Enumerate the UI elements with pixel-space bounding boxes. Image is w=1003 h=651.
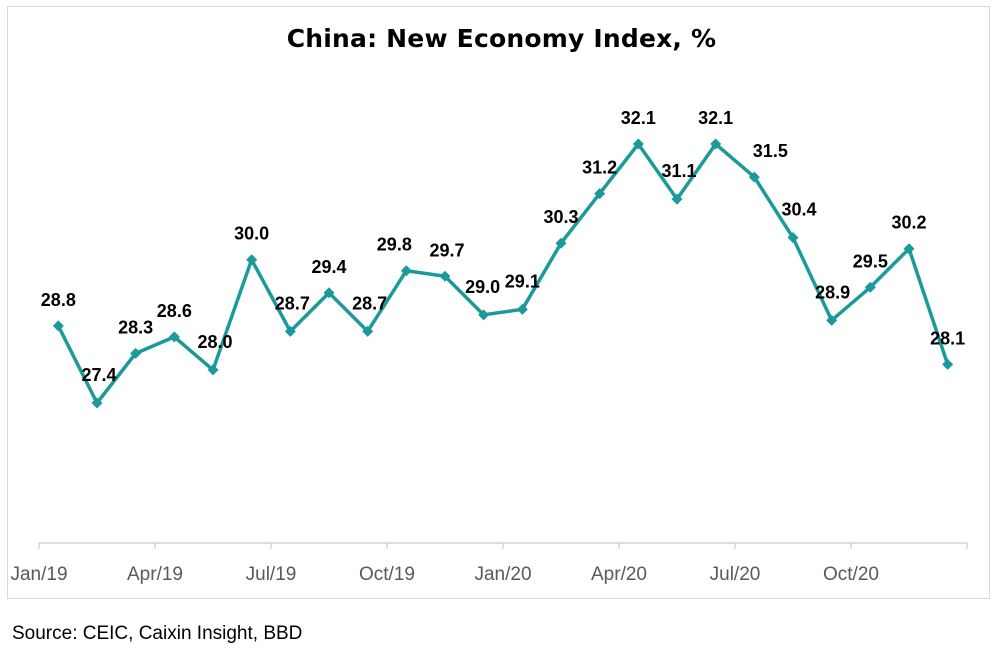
data-label: 30.2 [891,213,926,233]
data-point [91,397,103,409]
data-point [207,364,219,376]
data-point [246,254,258,266]
chart-title: China: New Economy Index, % [286,24,717,53]
data-label: 30.0 [234,224,269,244]
series-line [56,142,950,405]
data-label: 28.0 [197,332,232,352]
data-label: 32.1 [698,108,733,128]
data-point [864,281,876,293]
data-label: 31.1 [661,161,696,181]
data-label: 29.8 [377,235,412,255]
x-tick-label: Apr/19 [127,564,183,585]
data-point [903,243,915,255]
data-point [323,287,335,299]
data-label: 28.1 [930,328,965,348]
data-point [52,320,64,332]
data-point [478,309,490,321]
data-label: 31.2 [582,158,617,178]
source-note: Source: CEIC, Caixin Insight, BBD [12,623,303,644]
data-label: 27.4 [81,365,116,385]
data-point [710,138,722,150]
data-point [284,325,296,337]
x-tick-label: Jul/20 [710,564,761,585]
data-label: 28.3 [118,317,153,337]
data-label: 28.9 [815,282,850,302]
data-point [555,237,567,249]
data-point [632,138,644,150]
x-tick-label: Jan/20 [474,564,531,585]
x-tick-label: Jan/19 [10,564,67,585]
x-tick-label: Oct/19 [359,564,415,585]
data-point [787,232,799,244]
data-label: 29.0 [465,277,500,297]
chart-frame [7,6,990,599]
data-point [168,331,180,343]
data-label: 29.5 [853,251,888,271]
data-point [748,171,760,183]
data-point [671,193,683,205]
data-label: 29.4 [311,257,346,277]
data-point [439,270,451,282]
data-label: 32.1 [621,108,656,128]
data-label: 28.7 [275,293,310,313]
data-label: 28.6 [157,301,192,321]
data-label: 28.7 [352,293,387,313]
data-point [826,314,838,326]
data-label: 31.5 [753,141,788,161]
data-point [516,303,528,315]
data-point [594,188,606,200]
data-point [942,358,954,370]
x-tick-label: Apr/20 [591,564,647,585]
data-label: 30.4 [781,200,816,220]
data-label: 30.3 [543,207,578,227]
data-point [362,325,374,337]
data-label: 29.7 [429,240,464,260]
data-point [130,347,142,359]
x-tick-label: Oct/20 [823,564,879,585]
data-label: 29.1 [505,271,540,291]
x-tick-label: Jul/19 [246,564,297,585]
data-label: 28.8 [41,290,76,310]
data-point [400,265,412,277]
